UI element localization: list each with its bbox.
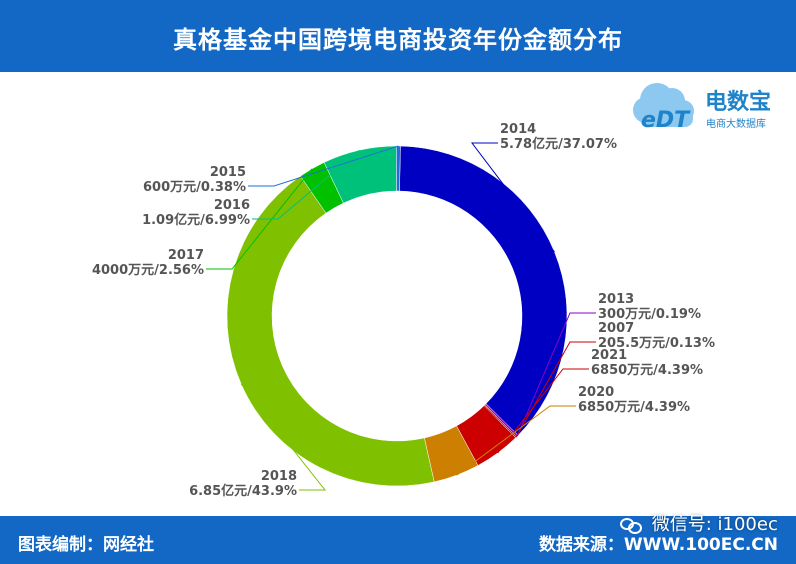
data-label-year-2007: 2007 bbox=[598, 321, 634, 336]
leader-line-2018 bbox=[240, 383, 327, 491]
leader-line-2014 bbox=[470, 142, 555, 253]
chart-header-bar: 真格基金中国跨境电商投资年份金额分布 bbox=[0, 0, 796, 72]
donut-slice-2014 bbox=[399, 145, 568, 436]
data-label-value-2018: 6.85亿元/43.9% bbox=[189, 483, 297, 499]
data-label-year-2018: 2018 bbox=[261, 469, 297, 484]
logo-subtitle: 电商大数据库 bbox=[706, 119, 766, 130]
leader-line-2020 bbox=[456, 405, 576, 476]
data-label-year-2020: 2020 bbox=[578, 385, 614, 400]
data-label-value-2021: 6850万元/4.39% bbox=[591, 363, 703, 378]
donut-slice-2015 bbox=[396, 145, 401, 192]
leader-line-2017 bbox=[206, 168, 313, 270]
data-label-value-2013: 300万元/0.19% bbox=[598, 307, 701, 322]
data-label-year-2014: 2014 bbox=[500, 122, 536, 137]
wechat-icon bbox=[620, 517, 642, 534]
leader-line-2013 bbox=[516, 312, 596, 437]
donut-slice-2018 bbox=[226, 175, 435, 487]
data-label-year-2017: 2017 bbox=[168, 248, 204, 263]
data-label-year-2013: 2013 bbox=[598, 292, 634, 307]
leader-line-2016 bbox=[252, 149, 360, 220]
logo-title: 电数宝 bbox=[705, 90, 772, 115]
wechat-watermark: 微信号: i100ec bbox=[620, 510, 778, 536]
data-label-value-2020: 6850万元/4.39% bbox=[578, 400, 690, 415]
logo-mark-text: eDT bbox=[641, 108, 691, 133]
data-label-year-2021: 2021 bbox=[591, 348, 627, 363]
data-label-value-2016: 1.09亿元/6.99% bbox=[142, 212, 250, 228]
data-label-value-2007: 205.5万元/0.13% bbox=[598, 336, 715, 351]
logo-cloud-icon: eDT bbox=[633, 83, 694, 133]
leader-line-2021 bbox=[497, 368, 589, 454]
chart-footer-bar: 图表编制：网经社 数据来源：WWW.100EC.CN bbox=[0, 516, 796, 564]
data-label-value-2017: 4000万元/2.56% bbox=[92, 263, 204, 278]
footer-data-source: 数据来源：WWW.100EC.CN bbox=[538, 535, 778, 555]
watermark-text: 微信号: i100ec bbox=[651, 514, 778, 535]
footer-source-label: 图表编制：网经社 bbox=[18, 535, 154, 555]
logo: eDT 电数宝 电商大数据库 bbox=[628, 75, 792, 137]
leader-line-2015 bbox=[248, 145, 399, 187]
data-label-year-2016: 2016 bbox=[214, 198, 250, 213]
data-label-year-2015: 2015 bbox=[210, 165, 246, 180]
data-label-value-2014: 5.78亿元/37.07% bbox=[500, 136, 617, 152]
data-label-value-2015: 600万元/0.38% bbox=[143, 180, 246, 195]
chart-title: 真格基金中国跨境电商投资年份金额分布 bbox=[173, 26, 623, 54]
